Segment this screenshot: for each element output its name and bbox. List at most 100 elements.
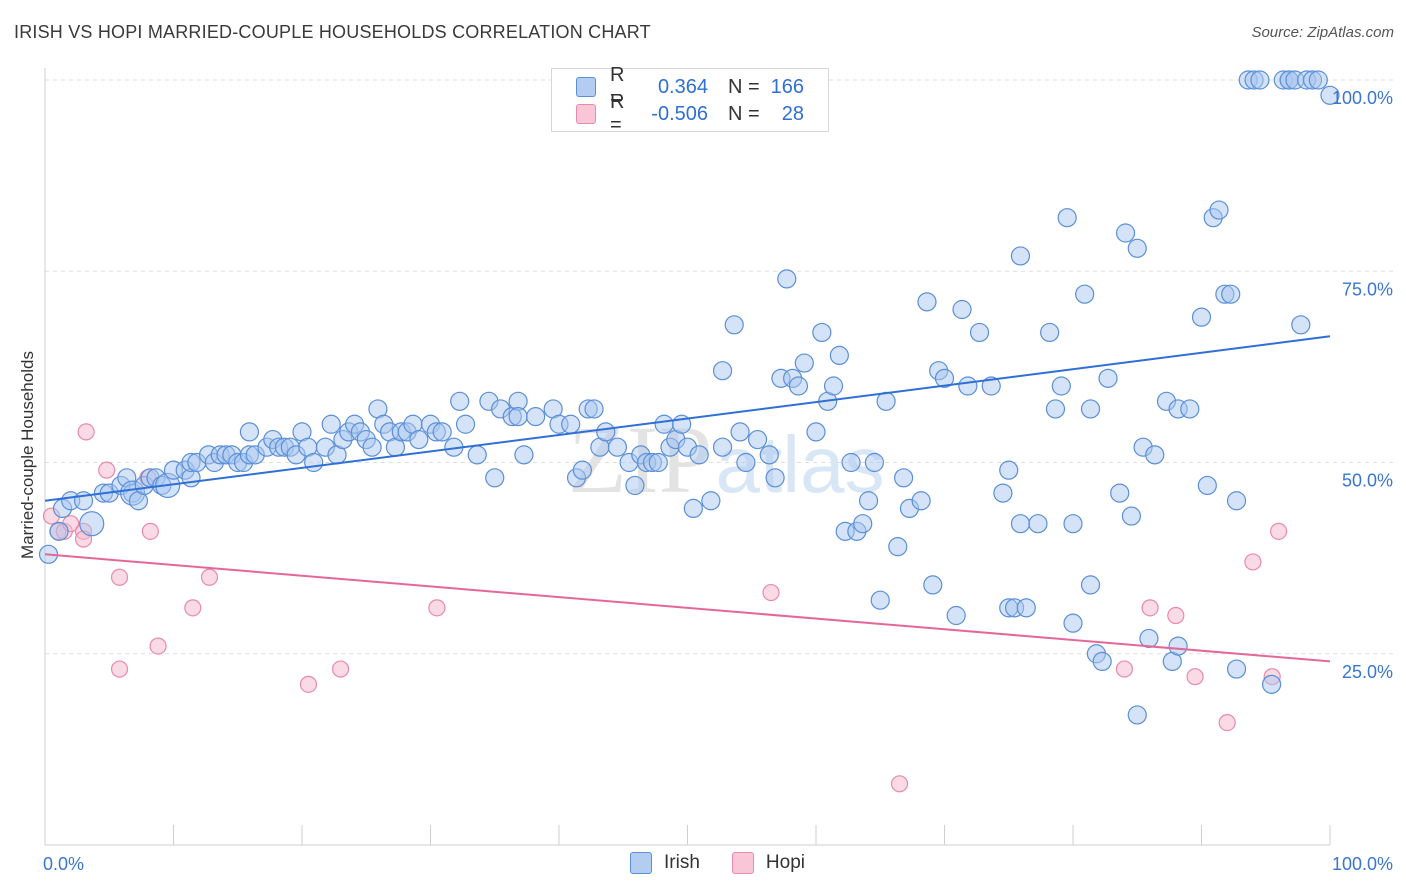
hopi-point bbox=[77, 423, 95, 441]
irish-point bbox=[584, 399, 604, 419]
irish-point bbox=[362, 437, 382, 457]
hopi-point bbox=[1218, 713, 1236, 732]
irish-point bbox=[321, 414, 341, 434]
irish-point bbox=[888, 537, 908, 557]
irish-point bbox=[1197, 475, 1217, 496]
irish-point bbox=[648, 452, 668, 473]
irish-point bbox=[561, 414, 581, 434]
irish-point bbox=[724, 315, 744, 335]
legend-row-irish: R = 0.364 N = 166 bbox=[576, 64, 804, 109]
legend-item-irish[interactable]: Irish bbox=[630, 852, 700, 874]
irish-point bbox=[1250, 70, 1270, 90]
irish-point bbox=[894, 468, 914, 488]
irish-point bbox=[923, 575, 943, 595]
irish-point bbox=[1028, 514, 1048, 534]
irish-series bbox=[38, 70, 1340, 725]
irish-point bbox=[485, 468, 505, 488]
hopi-point bbox=[428, 599, 446, 617]
irish-point bbox=[946, 605, 966, 626]
irish-point bbox=[455, 414, 476, 434]
hopi-point bbox=[1167, 606, 1185, 625]
irish-point bbox=[1040, 322, 1060, 343]
irish-point bbox=[1308, 70, 1328, 90]
irish-point bbox=[712, 361, 733, 381]
n-label: N = bbox=[728, 75, 760, 98]
chart-source: Source: ZipAtlas.com bbox=[1251, 24, 1394, 41]
irish-point bbox=[841, 452, 861, 473]
irish-point bbox=[701, 491, 721, 511]
irish-point bbox=[1127, 705, 1147, 725]
irish-point bbox=[736, 452, 756, 473]
trend-lines bbox=[44, 335, 1331, 663]
hopi-point bbox=[762, 583, 780, 602]
tick-labels: 25.0% 50.0% 75.0% 100.0% 0.0% 100.0% bbox=[43, 88, 1393, 874]
irish-point bbox=[1261, 674, 1282, 694]
hopi-swatch bbox=[731, 852, 754, 874]
irish-point bbox=[1110, 483, 1130, 503]
irish-point bbox=[1063, 514, 1083, 534]
watermark: ZIP atlas bbox=[568, 406, 884, 513]
irish-point bbox=[1045, 399, 1066, 419]
irish-point bbox=[730, 422, 750, 442]
legend-label-hopi: Hopi bbox=[765, 852, 805, 873]
legend-item-hopi[interactable]: Hopi bbox=[731, 852, 805, 874]
irish-swatch bbox=[576, 77, 596, 97]
irish-point bbox=[79, 511, 105, 537]
hopi-point bbox=[1141, 599, 1159, 617]
irish-point bbox=[1010, 514, 1031, 534]
irish-point bbox=[952, 299, 972, 320]
irish-point bbox=[788, 376, 809, 396]
irish-point bbox=[1221, 284, 1241, 304]
irish-point bbox=[1010, 246, 1031, 266]
irish-point bbox=[969, 322, 990, 343]
r-label: R = bbox=[610, 64, 625, 109]
hopi-swatch bbox=[576, 104, 596, 124]
irish-point bbox=[853, 514, 873, 534]
irish-point bbox=[1127, 238, 1147, 258]
irish-point bbox=[1063, 613, 1083, 633]
irish-point bbox=[765, 468, 785, 488]
irish-point bbox=[864, 452, 885, 473]
irish-point bbox=[794, 353, 814, 373]
n-label: N = bbox=[728, 102, 760, 125]
y-tick-label: 25.0% bbox=[1342, 662, 1393, 682]
r-value: 0.364 bbox=[657, 75, 708, 98]
hopi-point bbox=[299, 675, 318, 693]
irish-trend-line bbox=[44, 335, 1331, 502]
hopi-point bbox=[1269, 522, 1288, 540]
irish-point bbox=[829, 345, 849, 365]
irish-point bbox=[625, 475, 645, 496]
irish-point bbox=[823, 376, 844, 396]
irish-point bbox=[934, 368, 955, 388]
n-value: 28 bbox=[781, 102, 804, 125]
irish-point bbox=[689, 445, 709, 465]
hopi-point bbox=[200, 568, 219, 586]
hopi-point bbox=[110, 568, 129, 586]
irish-point bbox=[1051, 376, 1071, 396]
y-tick-label: 50.0% bbox=[1342, 471, 1393, 491]
irish-point bbox=[1320, 85, 1340, 105]
irish-point bbox=[572, 460, 592, 480]
irish-point bbox=[993, 483, 1013, 503]
irish-point bbox=[508, 407, 528, 427]
irish-point bbox=[917, 292, 937, 312]
x-tick-label: 100.0% bbox=[1332, 854, 1393, 874]
irish-point bbox=[654, 414, 674, 434]
hopi-point bbox=[1244, 553, 1262, 571]
hopi-point bbox=[184, 599, 202, 617]
irish-point bbox=[526, 407, 546, 427]
irish-point bbox=[1180, 399, 1200, 419]
irish-point bbox=[1080, 399, 1101, 419]
hopi-point bbox=[141, 522, 159, 540]
stats-legend: R = 0.364 N = 166 R = -0.506 N = 28 bbox=[551, 64, 829, 136]
hopi-point bbox=[331, 660, 350, 678]
irish-point bbox=[1121, 506, 1142, 526]
hopi-point bbox=[1115, 660, 1134, 678]
hopi-point bbox=[1186, 668, 1204, 686]
hopi-point bbox=[149, 637, 167, 655]
irish-point bbox=[239, 422, 260, 442]
irish-point bbox=[409, 429, 429, 450]
irish-point bbox=[1092, 651, 1112, 672]
hopi-trend-line bbox=[44, 553, 1331, 663]
irish-point bbox=[514, 445, 534, 465]
